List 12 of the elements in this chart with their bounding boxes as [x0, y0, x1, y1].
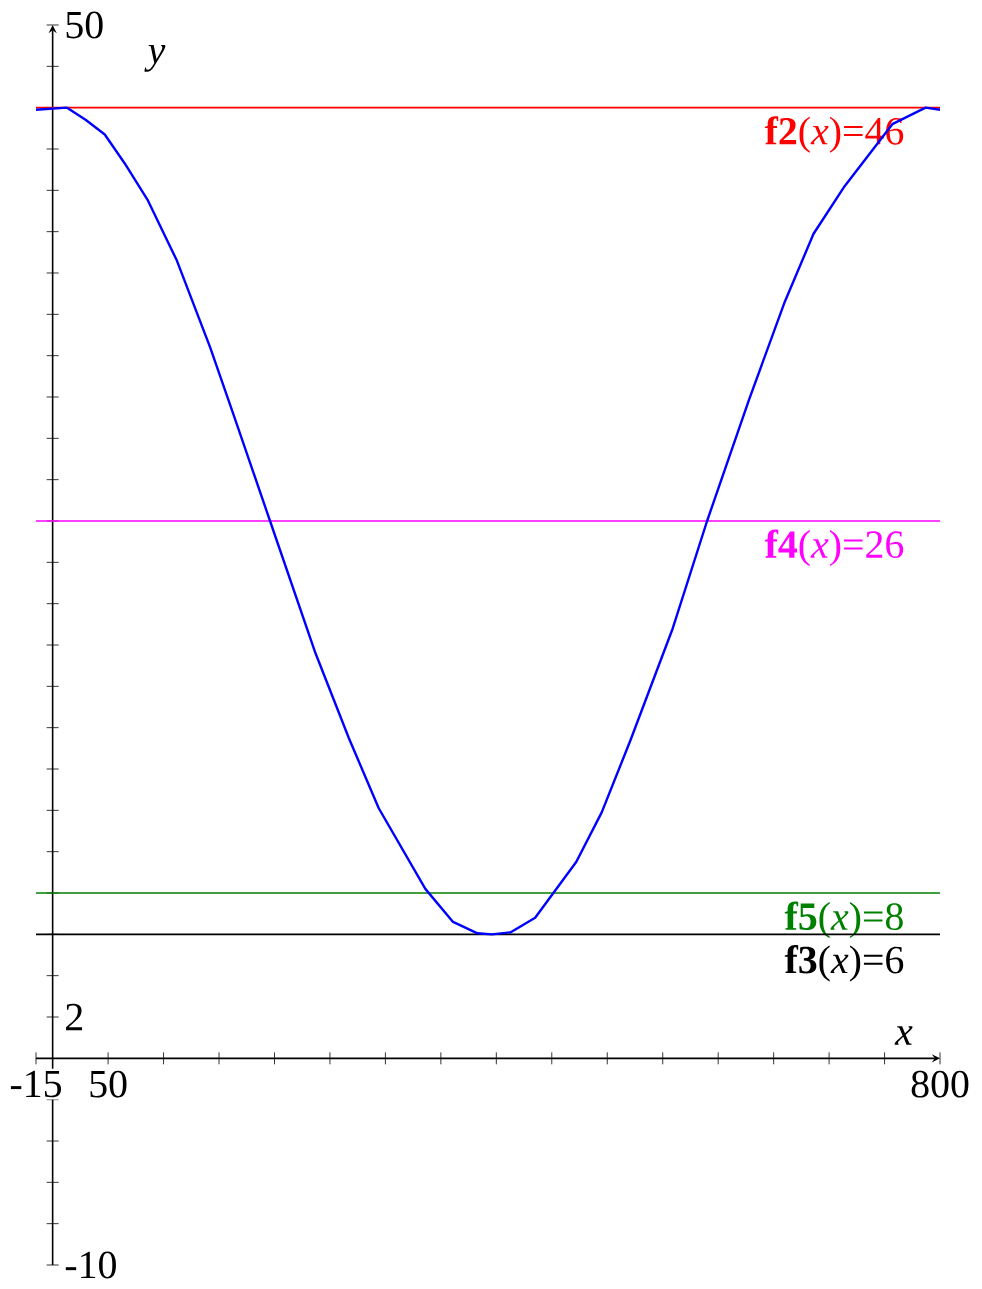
y-axis-title: y [144, 44, 166, 72]
x-tick-label: 50 [90, 1070, 127, 1098]
x-axis-title: x [894, 1026, 913, 1045]
y-tick-label: 50 [66, 11, 103, 39]
y-tick-label: 2 [66, 1003, 83, 1031]
y-tick-label: -10 [65, 1251, 116, 1279]
ref-line-label: f3(x)=6 [784, 944, 904, 982]
x-tick-label: -15 [10, 1070, 62, 1098]
line-series [34, 106, 942, 936]
ref-line-label: f5(x)=8 [784, 901, 903, 939]
ref-line-label: f4(x)=26 [764, 529, 904, 567]
x-tick-label: 800 [911, 1070, 969, 1098]
